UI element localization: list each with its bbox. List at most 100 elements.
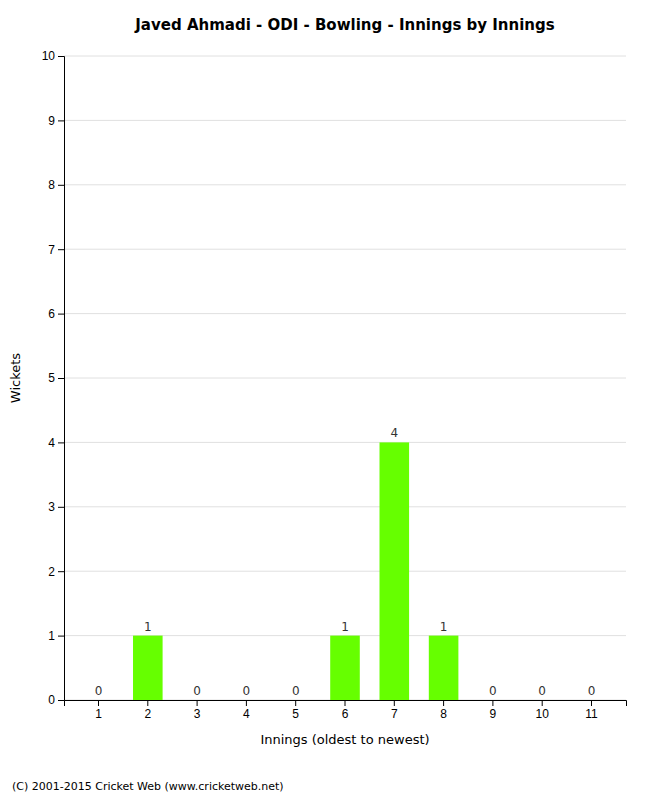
x-axis: 1 2 3 4 5 6 7 8 9 10 11 xyxy=(65,700,627,721)
tick-mark xyxy=(58,442,64,443)
data-label: 0 xyxy=(538,684,546,698)
bar xyxy=(182,700,212,701)
grid xyxy=(64,56,626,700)
bar xyxy=(577,700,607,701)
data-label: 0 xyxy=(243,684,251,698)
tick-label: 6 xyxy=(48,307,55,321)
y-tick: 9 xyxy=(48,114,64,128)
tick-label: 4 xyxy=(48,436,55,450)
grid-line xyxy=(64,249,626,250)
y-tick: 6 xyxy=(48,307,64,321)
bar xyxy=(232,700,262,701)
y-tick: 8 xyxy=(48,178,64,192)
tick-mark xyxy=(295,700,296,706)
title: Javed Ahmadi - ODI - Bowling - Innings b… xyxy=(134,16,555,34)
x-tick: 2 xyxy=(144,700,151,721)
tick-label: 7 xyxy=(48,243,55,257)
tick-label: 10 xyxy=(536,707,550,721)
y-tick: 0 xyxy=(48,693,64,707)
tick-mark xyxy=(58,378,64,379)
tick-mark xyxy=(591,700,592,706)
data-label: 0 xyxy=(292,684,300,698)
tick-label: 2 xyxy=(144,707,151,721)
tick-label: 1 xyxy=(48,629,55,643)
bars xyxy=(133,442,458,700)
y-tick: 3 xyxy=(48,500,64,514)
bar xyxy=(133,636,163,700)
tick-mark xyxy=(58,120,64,121)
tick-mark xyxy=(98,700,99,706)
bar xyxy=(281,700,311,701)
tick-mark xyxy=(542,700,543,706)
tick-label: 1 xyxy=(95,707,102,721)
bar xyxy=(84,700,114,701)
tick-mark xyxy=(58,700,64,701)
data-label: 4 xyxy=(390,426,398,440)
x-tick: 5 xyxy=(292,700,299,721)
grid-line xyxy=(64,313,626,314)
grid-line xyxy=(64,378,626,379)
data-label: 1 xyxy=(440,620,448,634)
y-tick: 10 xyxy=(42,49,64,63)
axis-line xyxy=(58,57,65,701)
tick-label: 8 xyxy=(440,707,447,721)
data-labels: 01000141000 xyxy=(95,426,596,698)
tick-label: 4 xyxy=(243,707,250,721)
x-tick: 9 xyxy=(490,700,497,721)
tick-mark xyxy=(58,185,64,186)
tick-label: 0 xyxy=(48,693,55,707)
tick-label: 3 xyxy=(48,500,55,514)
data-label: 0 xyxy=(489,684,497,698)
tick-mark xyxy=(58,636,64,637)
tick-label: 2 xyxy=(48,565,55,579)
x-tick: 6 xyxy=(342,700,349,721)
x-tick: 1 xyxy=(95,700,102,721)
tick-label: 10 xyxy=(42,49,56,63)
data-label: 1 xyxy=(341,620,349,634)
tick-label: 9 xyxy=(48,114,55,128)
grid-line xyxy=(64,184,626,185)
tick-label: 5 xyxy=(48,371,55,385)
x-tick: 3 xyxy=(194,700,201,721)
grid-line xyxy=(64,506,626,507)
tick-mark xyxy=(58,56,64,57)
tick-mark xyxy=(394,700,395,706)
plot-area: 123456789101101234567891001000141000 xyxy=(42,49,627,720)
tick-mark xyxy=(345,700,346,706)
y-tick: 7 xyxy=(48,243,64,257)
x-axis-title: Innings (oldest to newest) xyxy=(260,732,429,747)
tick-mark xyxy=(147,700,148,706)
x-tick: 7 xyxy=(391,700,398,721)
grid-line xyxy=(64,56,626,57)
tick-mark xyxy=(58,571,64,572)
bar xyxy=(429,636,459,700)
bar xyxy=(330,636,360,700)
annotation: (C) 2001-2015 Cricket Web (www.cricketwe… xyxy=(12,780,284,793)
tick-label: 5 xyxy=(292,707,299,721)
grid-line xyxy=(64,120,626,121)
grid-line xyxy=(64,442,626,443)
tick-label: 7 xyxy=(391,707,398,721)
data-label: 0 xyxy=(588,684,596,698)
y-axis-title: Wickets xyxy=(8,353,23,403)
y-tick: 4 xyxy=(48,436,64,450)
tick-mark xyxy=(492,700,493,706)
tick-mark xyxy=(58,249,64,250)
data-label: 1 xyxy=(144,620,152,634)
x-tick: 8 xyxy=(440,700,447,721)
y-tick: 2 xyxy=(48,565,64,579)
tick-label: 9 xyxy=(490,707,497,721)
x-tick: 10 xyxy=(536,700,550,721)
grid-line xyxy=(64,571,626,572)
tick-label: 11 xyxy=(585,707,598,721)
y-axis: 0 1 2 3 4 5 6 7 8 9 10 xyxy=(42,49,65,707)
data-label: 0 xyxy=(95,684,103,698)
tick-mark xyxy=(197,700,198,706)
tick-mark xyxy=(58,507,64,508)
tick-mark xyxy=(58,314,64,315)
tick-mark xyxy=(443,700,444,706)
bar xyxy=(380,442,410,700)
axis-line xyxy=(65,701,627,707)
tick-mark xyxy=(246,700,247,706)
x-tick: 11 xyxy=(585,700,598,721)
